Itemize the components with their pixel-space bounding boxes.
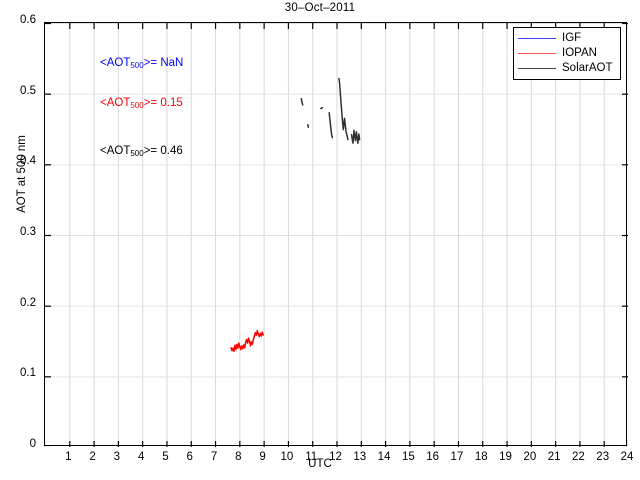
y-tick-label: 0.6 (20, 14, 36, 26)
x-tick-label: 11 (305, 451, 318, 463)
x-tick-label: 8 (235, 451, 242, 463)
annotation-igf-mean: <AOT500>= NaN (100, 57, 184, 70)
y-tick-label: 0.5 (20, 84, 36, 97)
legend-swatch-igf (518, 38, 556, 39)
x-tick-label: 19 (499, 451, 512, 463)
x-tick-label: 23 (596, 451, 610, 463)
annotation-iopan-mean: <AOT500>= 0.15 (100, 97, 183, 110)
x-tick-label: 17 (450, 451, 464, 463)
plot-area (44, 22, 628, 447)
legend: IGF IOPAN SolarAOT (513, 27, 621, 80)
y-axis-label: AOT at 500 nm (16, 135, 28, 213)
x-tick-label: 12 (329, 451, 342, 463)
x-tick-label: 10 (280, 451, 294, 463)
x-tick-label: 16 (426, 451, 440, 463)
legend-label-igf: IGF (562, 32, 582, 44)
x-tick-label: 6 (186, 451, 193, 463)
x-axis-label: UTC (308, 458, 332, 470)
x-tick-label: 24 (620, 451, 634, 463)
y-tick-label: 0 (29, 438, 36, 450)
legend-label-solaraot: SolarAOT (562, 62, 613, 74)
x-tick-label: 13 (353, 451, 367, 463)
x-tick-label: 22 (572, 451, 585, 463)
x-tick-label: 20 (523, 451, 537, 463)
y-tick-label: 0.1 (20, 367, 36, 380)
grid-and-data (45, 23, 628, 447)
x-tick-label: 2 (89, 451, 96, 463)
y-tick-label: 0.2 (20, 296, 36, 309)
chart-title: 30–Oct–2011 (284, 2, 356, 14)
x-tick-label: 21 (547, 451, 561, 463)
y-tick-label: 0.4 (20, 155, 36, 168)
legend-item-igf: IGF (518, 31, 616, 46)
x-tick-label: 7 (210, 451, 218, 463)
legend-item-solaraot: SolarAOT (518, 61, 616, 76)
legend-item-iopan: IOPAN (518, 46, 616, 61)
x-tick-label: 3 (113, 451, 121, 463)
x-tick-label: 1 (65, 451, 72, 463)
x-tick-label: 18 (474, 451, 488, 463)
x-tick-label: 4 (137, 451, 145, 463)
x-tick-label: 15 (401, 451, 415, 463)
legend-swatch-iopan (518, 53, 556, 54)
y-tick-label: 0.3 (20, 226, 36, 238)
x-tick-label: 9 (259, 451, 266, 463)
legend-label-iopan: IOPAN (562, 47, 597, 59)
annotation-solaraot-mean: <AOT500>= 0.46 (100, 145, 183, 158)
x-tick-label: 14 (377, 451, 391, 463)
x-tick-label: 5 (162, 451, 169, 463)
legend-swatch-solaraot (518, 68, 556, 69)
